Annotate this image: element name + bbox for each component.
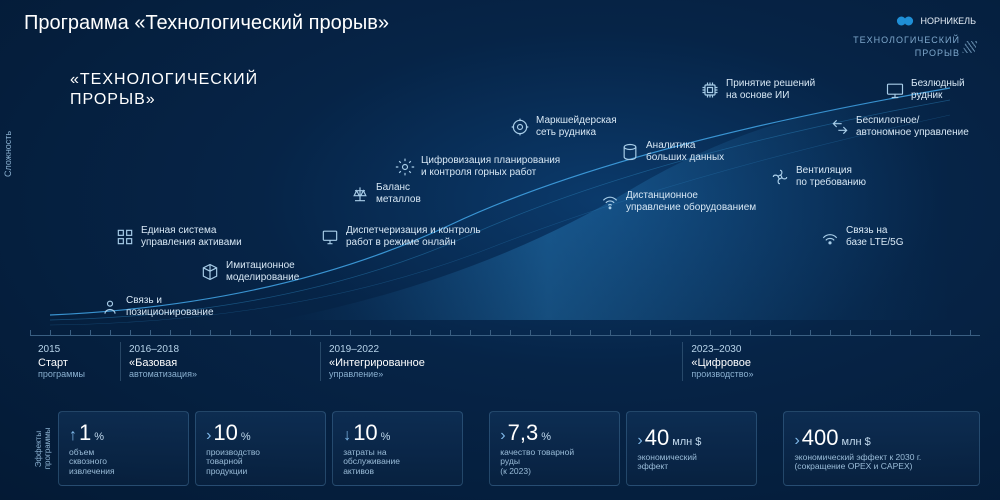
metric-1: ›10%производство товарной продукции xyxy=(195,411,326,486)
node-label: Единая система управления активами xyxy=(141,225,242,248)
brand-sub: ТЕХНОЛОГИЧЕСКИЙ ПРОРЫВ xyxy=(853,34,976,59)
grid-icon xyxy=(115,227,135,247)
arrows-icon xyxy=(830,117,850,137)
node-label: Безлюдный рудник xyxy=(911,78,965,101)
monitor-icon xyxy=(320,227,340,247)
cube-icon xyxy=(200,262,220,282)
node-digital-plan: Цифровизация планирования и контроля гор… xyxy=(395,155,560,178)
node-label: Дистанционное управление оборудованием xyxy=(626,190,756,213)
phase-name: «Цифровое xyxy=(691,357,972,369)
logo-block: НОРНИКЕЛЬ ТЕХНОЛОГИЧЕСКИЙ ПРОРЫВ xyxy=(853,12,976,59)
node-label: Диспетчеризация и контроль работ в режим… xyxy=(346,225,481,248)
timeline: 2015 Стартпрограммы 2016–2018 «Базоваяавтом… xyxy=(30,335,980,381)
metric-value: ›10% xyxy=(206,420,315,446)
node-remote-equip: Дистанционное управление оборудованием xyxy=(600,190,756,213)
metric-desc: качество товарной руды (к 2023) xyxy=(500,448,609,477)
roadmap-chart: Сложность «ТЕХНОЛОГИЧЕСКИЙ ПРОРЫВ» Связь… xyxy=(30,60,980,330)
node-autonomous: Беспилотное/ автономное управление xyxy=(830,115,969,138)
node-label: Цифровизация планирования и контроля гор… xyxy=(421,155,560,178)
phase-0: 2015 Стартпрограммы xyxy=(30,342,120,381)
node-label: Вентиляция по требованию xyxy=(796,165,866,188)
y-axis-label: Сложность xyxy=(3,131,13,177)
metric-desc: производство товарной продукции xyxy=(206,448,315,477)
metric-4: ›40млн $экономический эффект xyxy=(626,411,757,486)
metric-0: ↑1%объем сквозного извлечения xyxy=(58,411,189,486)
node-unmanned-mine: Безлюдный рудник xyxy=(885,78,965,101)
node-label: Принятие решений на основе ИИ xyxy=(726,78,815,101)
phase-year: 2023–2030 xyxy=(691,344,972,355)
node-big-data: Аналитика больших данных xyxy=(620,140,724,163)
screen-icon xyxy=(885,80,905,100)
wifi-icon xyxy=(600,192,620,212)
node-label: Беспилотное/ автономное управление xyxy=(856,115,969,138)
phase-year: 2015 xyxy=(38,344,112,355)
effects-label: Эффекты программы xyxy=(30,411,52,486)
effects-row: Эффекты программы ↑1%объем сквозного изв… xyxy=(30,411,980,486)
gear-icon xyxy=(395,157,415,177)
phase-year: 2019–2022 xyxy=(329,344,674,355)
node-lte5g: Связь на базе LTE/5G xyxy=(820,225,903,248)
node-asset-mgmt: Единая система управления активами xyxy=(115,225,242,248)
node-label: Связь на базе LTE/5G xyxy=(846,225,903,248)
header: Программа «Технологический прорыв» НОРНИ… xyxy=(0,0,1000,59)
phase-name: «Интегрированное xyxy=(329,357,674,369)
phase-1: 2016–2018 «Базоваяавтоматизация» xyxy=(120,342,320,381)
node-ventilation: Вентиляция по требованию xyxy=(770,165,866,188)
metric-value: ›7,3% xyxy=(500,420,609,446)
metric-2: ↓10%затраты на обслуживание активов xyxy=(332,411,463,486)
node-label: Аналитика больших данных xyxy=(646,140,724,163)
metric-desc: экономический эффект xyxy=(637,453,746,473)
phase-year: 2016–2018 xyxy=(129,344,312,355)
chip-icon xyxy=(700,80,720,100)
phase-3: 2023–2030 «Цифровоепроизводство» xyxy=(682,342,980,381)
phase-sub: автоматизация» xyxy=(129,369,312,379)
signal-icon xyxy=(820,227,840,247)
brand-logo: НОРНИКЕЛЬ xyxy=(853,12,976,30)
metric-desc: объем сквозного извлечения xyxy=(69,448,178,477)
node-ai-decision: Принятие решений на основе ИИ xyxy=(700,78,815,101)
curve-svg xyxy=(30,60,980,330)
brand-name: НОРНИКЕЛЬ xyxy=(920,15,976,28)
logo-icon xyxy=(896,12,914,30)
metric-desc: экономический эффект к 2030 г. (сокращен… xyxy=(794,453,969,473)
metric-desc: затраты на обслуживание активов xyxy=(343,448,452,477)
sub-logo-icon xyxy=(962,41,977,53)
node-positioning: Связь и позиционирование xyxy=(100,295,214,318)
node-survey-net: Маркшейдерская сеть рудника xyxy=(510,115,617,138)
metric-3: ›7,3%качество товарной руды (к 2023) xyxy=(489,411,620,486)
node-label: Маркшейдерская сеть рудника xyxy=(536,115,617,138)
metric-value: ›40млн $ xyxy=(637,425,746,451)
node-metal-balance: Баланс металлов xyxy=(350,182,421,205)
node-label: Баланс металлов xyxy=(376,182,421,205)
db-icon xyxy=(620,142,640,162)
scale-icon xyxy=(350,184,370,204)
phase-sub: управление» xyxy=(329,369,674,379)
metric-value: ↓10% xyxy=(343,420,452,446)
phase-sub: производство» xyxy=(691,369,972,379)
phase-sub: программы xyxy=(38,369,112,379)
node-label: Имитационное моделирование xyxy=(226,260,299,283)
phase-2: 2019–2022 «Интегрированноеуправление» xyxy=(320,342,682,381)
target-icon xyxy=(510,117,530,137)
phase-name: «Базовая xyxy=(129,357,312,369)
metric-value: ↑1% xyxy=(69,420,178,446)
phase-name: Старт xyxy=(38,357,112,369)
node-sim-model: Имитационное моделирование xyxy=(200,260,299,283)
person-icon xyxy=(100,297,120,317)
metric-5: ›400млн $экономический эффект к 2030 г. … xyxy=(783,411,980,486)
node-label: Связь и позиционирование xyxy=(126,295,214,318)
metric-value: ›400млн $ xyxy=(794,425,969,451)
fan-icon xyxy=(770,167,790,187)
page-title: Программа «Технологический прорыв» xyxy=(24,12,389,35)
node-dispatch: Диспетчеризация и контроль работ в режим… xyxy=(320,225,481,248)
